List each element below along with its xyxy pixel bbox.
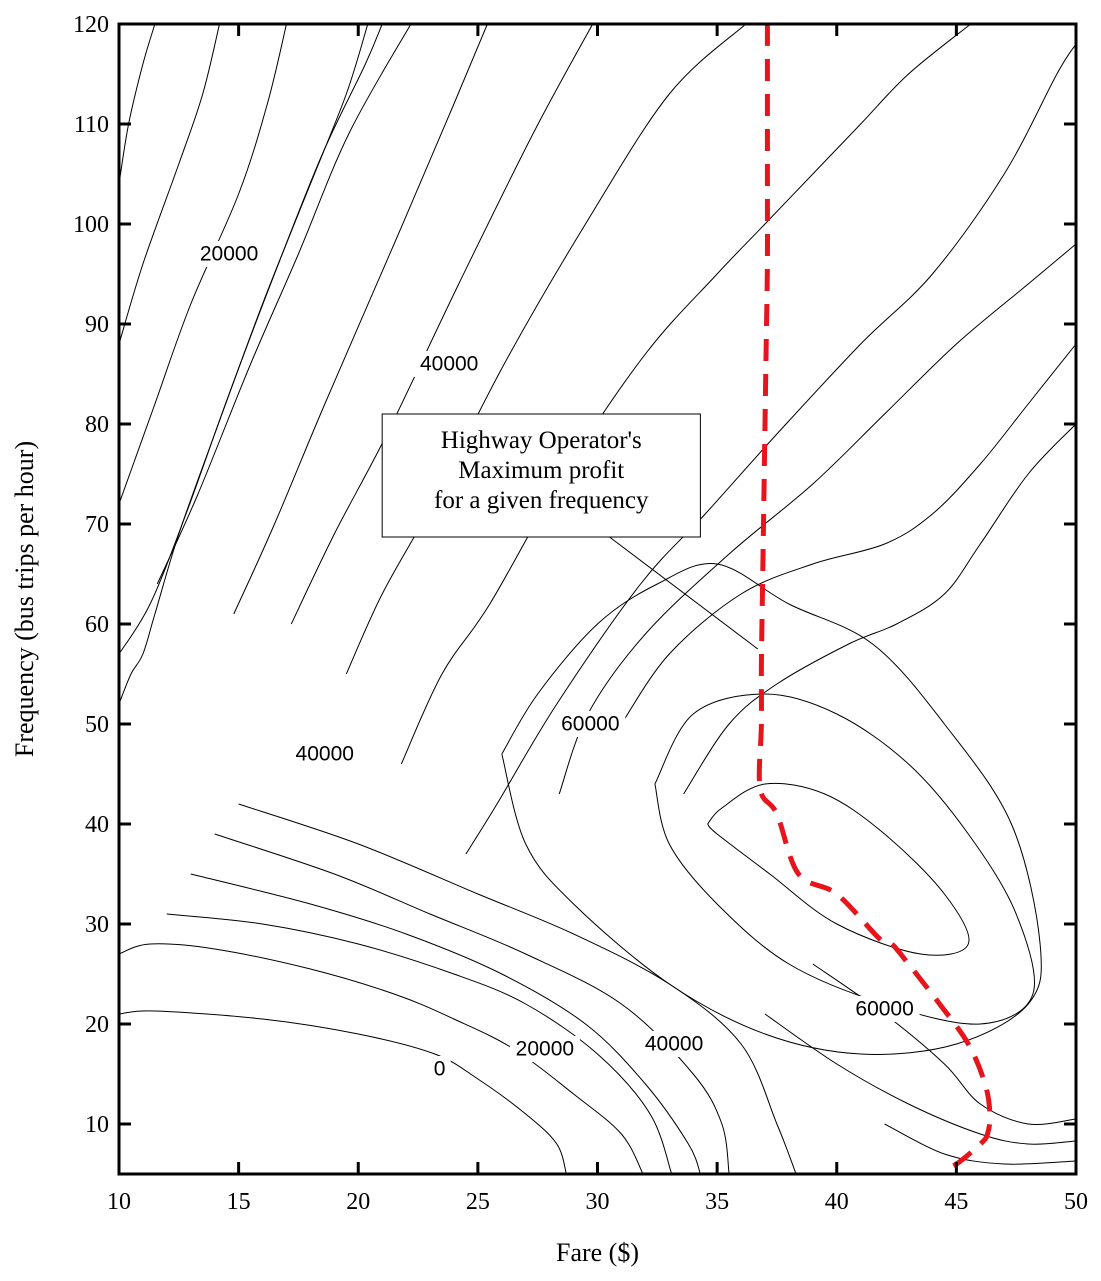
x-tick-label: 25	[466, 1189, 490, 1215]
contour-label: 0	[434, 1058, 446, 1081]
contour-label: 20000	[200, 243, 258, 266]
y-tick-label: 70	[85, 512, 109, 538]
y-tick-label: 110	[74, 112, 109, 138]
y-tick-label: 20	[85, 1012, 109, 1038]
annotation-callout: Highway Operator's Maximum profit for a gi…	[381, 413, 759, 650]
annotation-box	[381, 413, 701, 538]
x-axis-title: Fare ($)	[556, 1238, 639, 1267]
contour-label-group: 60000	[555, 711, 626, 737]
contour-line	[119, 943, 644, 1174]
contour-line	[707, 782, 970, 956]
contour-line	[683, 423, 1076, 795]
contour-label-knockout	[428, 1056, 451, 1082]
contour-label: 40000	[420, 353, 478, 376]
contour-label: 60000	[561, 713, 619, 736]
contour-line	[290, 24, 594, 625]
y-tick-label: 10	[85, 1112, 109, 1138]
x-tick-labels: 10 15 20 25 30 35 40 45 50	[107, 1189, 1088, 1215]
x-tick-label: 20	[346, 1189, 370, 1215]
contour-label-knockout	[849, 996, 920, 1022]
contour-line	[558, 243, 1076, 795]
contour-label-knockout	[555, 711, 626, 737]
contour-line	[119, 24, 156, 185]
y-tick-label: 30	[85, 912, 109, 938]
contour-label-group: 0	[428, 1056, 451, 1082]
contour-label-group: 60000	[849, 996, 920, 1022]
contour-line	[190, 873, 701, 1174]
contour-label-knockout	[194, 241, 265, 267]
contour-line	[119, 24, 220, 345]
y-tick-label: 50	[85, 712, 109, 738]
annotation-text: Highway Operator's Maximum profit for a gi…	[434, 427, 649, 514]
contour-line	[400, 24, 972, 765]
contour-line	[119, 24, 383, 655]
y-tick-label: 80	[85, 412, 109, 438]
contour-line	[238, 803, 797, 1174]
contour-label-knockout	[509, 1036, 580, 1062]
annotation-line: Maximum profit	[458, 457, 624, 484]
axis-ticks	[117, 22, 1078, 1174]
contour-label: 40000	[296, 743, 354, 766]
contour-labels: 20000 40000 40000 60000 0 20000 40000 60000	[194, 241, 920, 1082]
contour-line	[620, 343, 1076, 725]
contour-label: 60000	[855, 998, 913, 1021]
x-tick-label: 30	[586, 1189, 610, 1215]
contour-line	[812, 963, 1076, 1126]
contour-line	[233, 24, 488, 615]
contour-line	[465, 43, 1076, 855]
y-axis-title: Frequency (bus trips per hour)	[10, 441, 39, 757]
contour-label: 20000	[516, 1038, 574, 1061]
contour-label-knockout	[639, 1031, 710, 1057]
y-tick-label: 60	[85, 612, 109, 638]
annotation-leader-line	[609, 536, 759, 650]
x-tick-label: 40	[825, 1189, 849, 1215]
annotation-line: Highway Operator's	[441, 427, 642, 454]
contour-lines	[119, 24, 1076, 1174]
contour-line	[119, 1010, 567, 1174]
x-tick-label: 35	[705, 1189, 729, 1215]
y-tick-label: 100	[73, 212, 109, 238]
contour-line	[166, 913, 673, 1174]
x-tick-label: 45	[944, 1189, 968, 1215]
plot-frame	[117, 22, 1078, 1176]
contour-label-group: 20000	[509, 1036, 580, 1062]
y-tick-label: 90	[85, 312, 109, 338]
contour-line	[345, 24, 747, 675]
contour-line	[156, 24, 412, 585]
contour-label-knockout	[289, 741, 360, 767]
contour-label-knockout	[414, 351, 485, 377]
contour-label-group: 40000	[289, 741, 360, 767]
contour-line	[654, 693, 1036, 1025]
contour-line	[501, 562, 1042, 1055]
contour-label-group: 20000	[194, 241, 265, 267]
y-tick-label: 40	[85, 812, 109, 838]
annotation-line: for a given frequency	[434, 487, 649, 514]
contour-line	[214, 833, 730, 1174]
y-tick-label: 120	[73, 12, 109, 38]
contour-label: 40000	[645, 1033, 703, 1056]
contour-label-group: 40000	[639, 1031, 710, 1057]
x-tick-label: 10	[107, 1189, 131, 1215]
x-tick-label: 50	[1064, 1189, 1088, 1215]
contour-line	[764, 1013, 1076, 1145]
contour-label-group: 40000	[414, 351, 485, 377]
contour-line	[884, 1123, 1076, 1165]
contour-line	[119, 24, 369, 705]
y-tick-labels: 10 20 30 40 50 60 70 80 90 100 110 120	[73, 12, 109, 1138]
x-tick-label: 15	[227, 1189, 251, 1215]
